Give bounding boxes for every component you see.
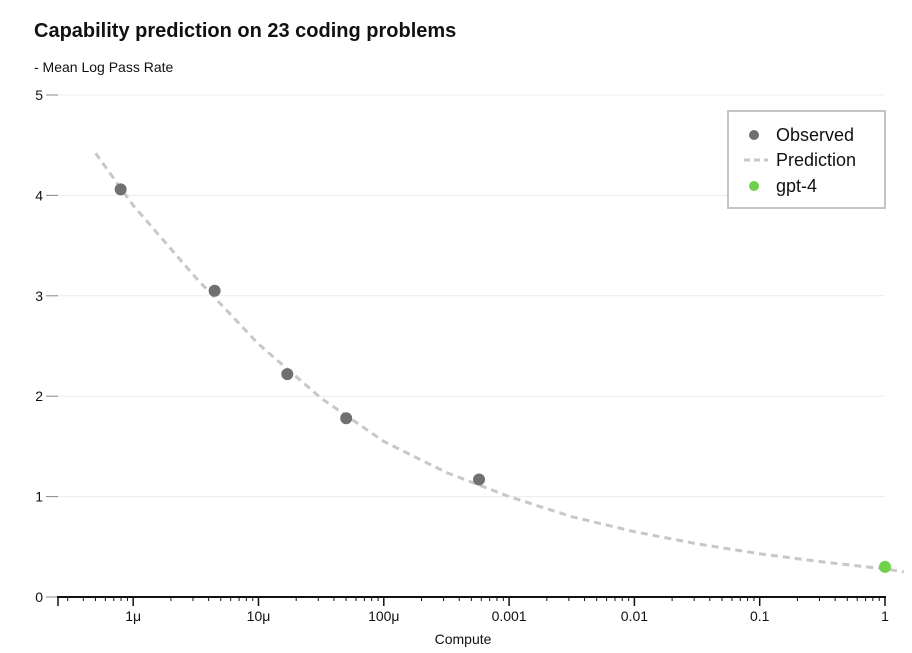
y-tick-label: 4 xyxy=(35,187,43,203)
x-tick-label: 10μ xyxy=(247,608,271,624)
observed-point xyxy=(208,284,221,297)
legend-prediction-label: Prediction xyxy=(776,150,856,170)
prediction-curve xyxy=(94,152,905,574)
axes: 0 1 2 3 4 5 1μ 10μ 100μ 0.001 0.01 0.1 1 xyxy=(35,87,889,624)
y-tick-label: 0 xyxy=(35,589,43,605)
observed-point xyxy=(473,473,486,486)
x-tick-label: 1 xyxy=(881,608,889,624)
x-tick-label: 100μ xyxy=(368,608,399,624)
observed-point xyxy=(114,183,127,196)
gpt4-point xyxy=(879,560,891,573)
legend-gpt4-marker xyxy=(749,181,759,191)
chart-subtitle: - Mean Log Pass Rate xyxy=(34,59,174,75)
grid-lines xyxy=(52,94,885,498)
legend: Observed Prediction gpt-4 xyxy=(727,110,886,209)
x-axis-title: Compute xyxy=(435,631,492,647)
series xyxy=(94,152,905,574)
x-tick-label: 0.01 xyxy=(621,608,648,624)
y-tick-label: 5 xyxy=(35,87,43,103)
legend-observed-label: Observed xyxy=(776,125,854,145)
observed-point xyxy=(340,412,353,425)
observed-point xyxy=(281,368,294,381)
legend-observed-marker xyxy=(749,130,759,140)
chart-title: Capability prediction on 23 coding probl… xyxy=(34,20,457,42)
y-tick-label: 1 xyxy=(35,489,43,505)
x-tick-label: 0.1 xyxy=(750,608,770,624)
x-tick-label: 0.001 xyxy=(492,608,527,624)
y-tick-label: 2 xyxy=(35,388,43,404)
x-tick-label: 1μ xyxy=(125,608,141,624)
y-tick-label: 3 xyxy=(35,288,43,304)
legend-gpt4-label: gpt-4 xyxy=(776,176,817,196)
